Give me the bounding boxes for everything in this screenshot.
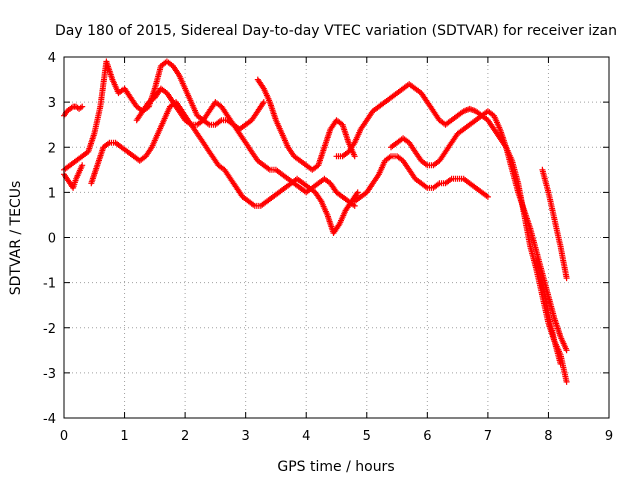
y-tick-label: 4 bbox=[48, 51, 56, 66]
x-tick-label: 5 bbox=[363, 429, 371, 444]
y-tick-label: 2 bbox=[48, 141, 56, 156]
data-point bbox=[563, 275, 570, 282]
series-track-11 bbox=[533, 257, 564, 367]
x-tick-label: 2 bbox=[181, 429, 189, 444]
series-track-5 bbox=[133, 85, 358, 209]
series-track-10 bbox=[539, 166, 570, 282]
data-point bbox=[79, 162, 86, 169]
data-point bbox=[354, 189, 361, 196]
data-marks bbox=[61, 58, 570, 385]
series-track-7 bbox=[333, 81, 570, 385]
y-tick-label: -2 bbox=[43, 322, 56, 337]
data-point bbox=[557, 360, 564, 367]
series-track-1 bbox=[61, 58, 267, 173]
x-tick-label: 6 bbox=[423, 429, 431, 444]
x-tick-label: 7 bbox=[484, 429, 492, 444]
data-point bbox=[563, 347, 570, 354]
data-point bbox=[563, 378, 570, 385]
y-tick-label: 0 bbox=[48, 232, 56, 247]
x-tick-label: 4 bbox=[302, 429, 310, 444]
x-axis-label: GPS time / hours bbox=[277, 459, 394, 475]
y-tick-label: 1 bbox=[48, 186, 56, 201]
y-tick-label: 3 bbox=[48, 96, 56, 111]
data-point bbox=[79, 103, 86, 110]
y-tick-label: -3 bbox=[43, 367, 56, 382]
x-tick-label: 1 bbox=[120, 429, 128, 444]
series-track-3 bbox=[61, 162, 86, 191]
axis-ticks: 0 1 2 3 4 5 6 7 8 9 -4 -3 -2 -1 0 1 2 3 4 bbox=[43, 51, 613, 444]
series-track-2 bbox=[61, 103, 86, 119]
y-tick-label: -1 bbox=[43, 277, 56, 292]
data-point bbox=[351, 153, 358, 160]
data-point bbox=[484, 193, 491, 200]
series-track-9 bbox=[388, 108, 570, 354]
series-track-8 bbox=[351, 153, 491, 205]
grid bbox=[64, 57, 609, 418]
x-tick-label: 3 bbox=[242, 429, 250, 444]
chart-title: Day 180 of 2015, Sidereal Day-to-day VTE… bbox=[55, 23, 617, 39]
x-tick-label: 9 bbox=[605, 429, 613, 444]
y-axis-label: SDTVAR / TECUs bbox=[8, 181, 24, 296]
y-tick-label: -4 bbox=[43, 412, 56, 427]
x-tick-label: 0 bbox=[60, 429, 68, 444]
x-tick-label: 8 bbox=[544, 429, 552, 444]
data-point bbox=[260, 99, 267, 106]
